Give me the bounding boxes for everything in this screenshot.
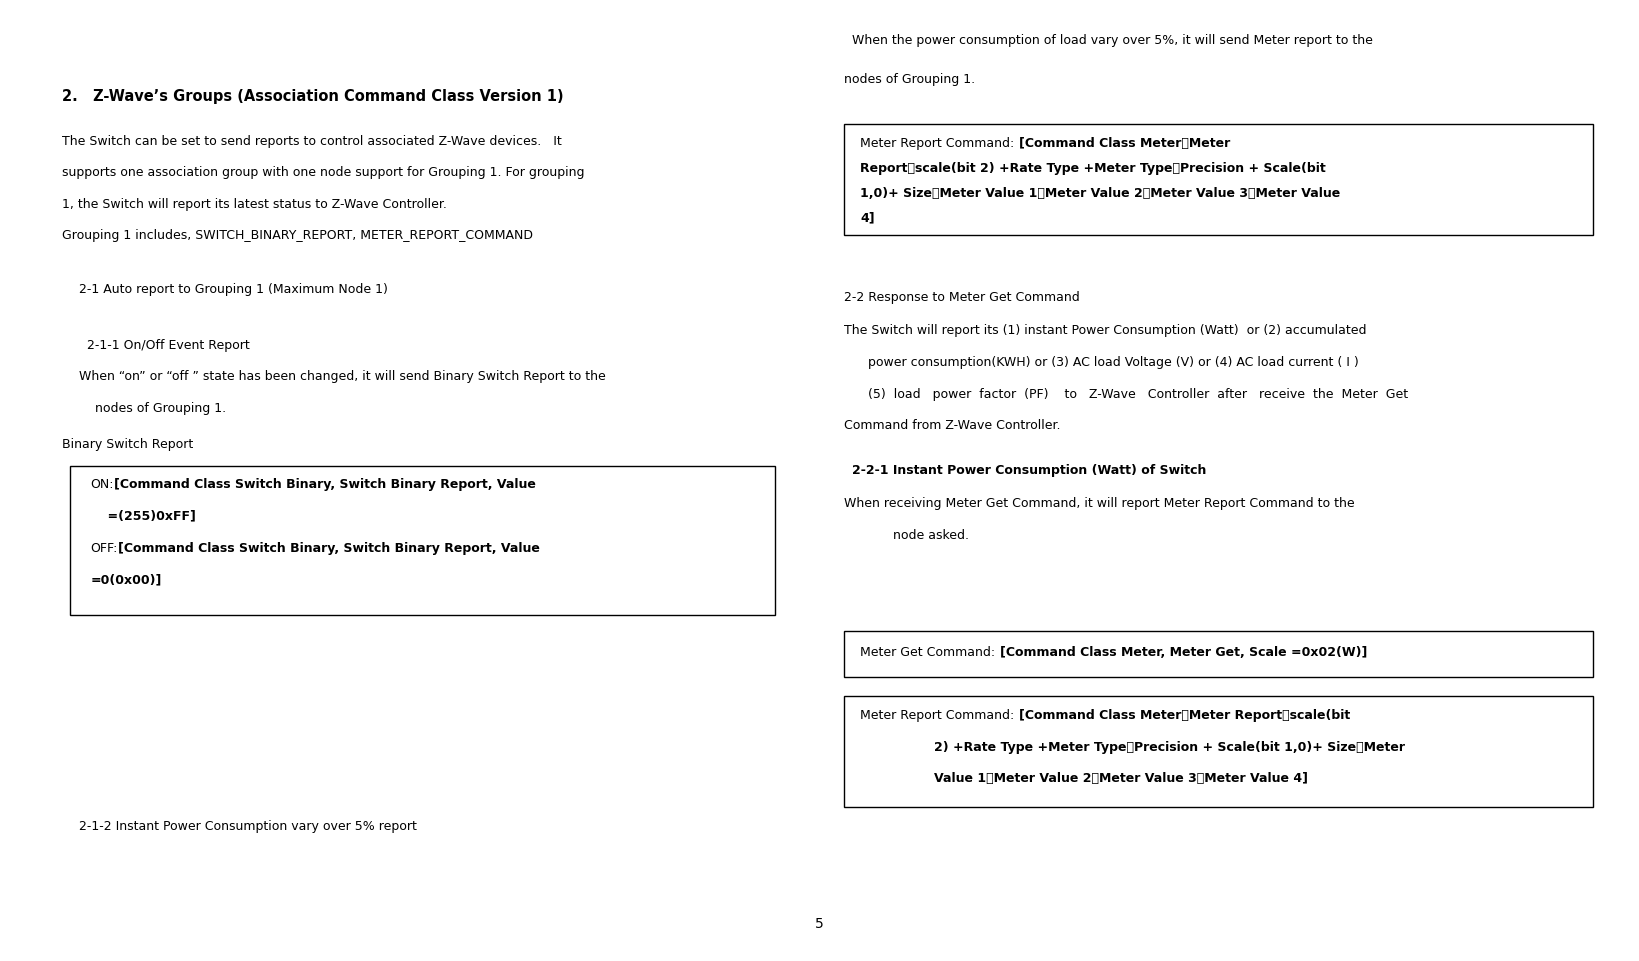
Text: 5: 5 [815, 916, 824, 930]
Text: [Command Class Meter，Meter: [Command Class Meter，Meter [1019, 136, 1229, 150]
Text: The Switch will report its (1) instant Power Consumption (Watt)  or (2) accumula: The Switch will report its (1) instant P… [844, 324, 1367, 337]
Text: =(255)0xFF]: =(255)0xFF] [90, 509, 197, 523]
Text: Report，scale(bit 2) +Rate Type +Meter Type，Precision + Scale(bit: Report，scale(bit 2) +Rate Type +Meter Ty… [860, 161, 1326, 175]
Text: When receiving Meter Get Command, it will report Meter Report Command to the: When receiving Meter Get Command, it wil… [844, 497, 1355, 510]
Text: ON:: ON: [90, 478, 113, 491]
Text: [Command Class Meter，Meter Report，scale(bit: [Command Class Meter，Meter Report，scale(… [1019, 708, 1351, 722]
Text: (5)  load   power  factor  (PF)    to   Z-Wave   Controller  after   receive  th: (5) load power factor (PF) to Z-Wave Con… [860, 387, 1408, 401]
Text: Meter Report Command:: Meter Report Command: [860, 136, 1019, 150]
FancyBboxPatch shape [70, 466, 775, 615]
Text: nodes of Grouping 1.: nodes of Grouping 1. [95, 402, 226, 415]
Text: supports one association group with one node support for Grouping 1. For groupin: supports one association group with one … [62, 166, 585, 180]
Text: node asked.: node asked. [877, 529, 969, 542]
Text: [Command Class Meter, Meter Get, Scale =0x02(W)]: [Command Class Meter, Meter Get, Scale =… [1000, 645, 1367, 658]
Text: 2-1-2 Instant Power Consumption vary over 5% report: 2-1-2 Instant Power Consumption vary ove… [79, 819, 416, 832]
Text: 2-2 Response to Meter Get Command: 2-2 Response to Meter Get Command [844, 291, 1080, 305]
Text: The Switch can be set to send reports to control associated Z-Wave devices.   It: The Switch can be set to send reports to… [62, 135, 562, 148]
Text: =0(0x00)]: =0(0x00)] [90, 573, 162, 586]
FancyBboxPatch shape [844, 631, 1593, 678]
Text: Binary Switch Report: Binary Switch Report [62, 437, 193, 451]
Text: Meter Report Command:: Meter Report Command: [860, 708, 1019, 722]
Text: Command from Z-Wave Controller.: Command from Z-Wave Controller. [844, 419, 1060, 432]
Text: OFF:: OFF: [90, 541, 118, 554]
Text: Meter Get Command:: Meter Get Command: [860, 645, 1000, 658]
Text: nodes of Grouping 1.: nodes of Grouping 1. [844, 73, 975, 86]
FancyBboxPatch shape [844, 125, 1593, 235]
Text: 2) +Rate Type +Meter Type，Precision + Scale(bit 1,0)+ Size，Meter: 2) +Rate Type +Meter Type，Precision + Sc… [934, 740, 1405, 753]
Text: 2-2-1 Instant Power Consumption (Watt) of Switch: 2-2-1 Instant Power Consumption (Watt) o… [852, 463, 1206, 477]
Text: When the power consumption of load vary over 5%, it will send Meter report to th: When the power consumption of load vary … [852, 34, 1373, 47]
FancyBboxPatch shape [844, 697, 1593, 807]
Text: power consumption(KWH) or (3) AC load Voltage (V) or (4) AC load current ( I ): power consumption(KWH) or (3) AC load Vo… [860, 356, 1359, 369]
Text: When “on” or “off ” state has been changed, it will send Binary Switch Report to: When “on” or “off ” state has been chang… [79, 370, 605, 383]
Text: Grouping 1 includes, SWITCH_BINARY_REPORT, METER_REPORT_COMMAND: Grouping 1 includes, SWITCH_BINARY_REPOR… [62, 229, 533, 242]
Text: 4]: 4] [860, 211, 875, 225]
Text: 2.   Z-Wave’s Groups (Association Command Class Version 1): 2. Z-Wave’s Groups (Association Command … [62, 88, 564, 104]
Text: Value 1，Meter Value 2，Meter Value 3，Meter Value 4]: Value 1，Meter Value 2，Meter Value 3，Mete… [934, 772, 1308, 785]
Text: [Command Class Switch Binary, Switch Binary Report, Value: [Command Class Switch Binary, Switch Bin… [118, 541, 539, 554]
Text: [Command Class Switch Binary, Switch Binary Report, Value: [Command Class Switch Binary, Switch Bin… [113, 478, 536, 491]
Text: 2-1-1 On/Off Event Report: 2-1-1 On/Off Event Report [87, 338, 249, 352]
Text: 1,0)+ Size，Meter Value 1，Meter Value 2，Meter Value 3，Meter Value: 1,0)+ Size，Meter Value 1，Meter Value 2，M… [860, 186, 1341, 200]
Text: 1, the Switch will report its latest status to Z-Wave Controller.: 1, the Switch will report its latest sta… [62, 198, 447, 211]
Text: 2-1 Auto report to Grouping 1 (Maximum Node 1): 2-1 Auto report to Grouping 1 (Maximum N… [79, 283, 387, 296]
